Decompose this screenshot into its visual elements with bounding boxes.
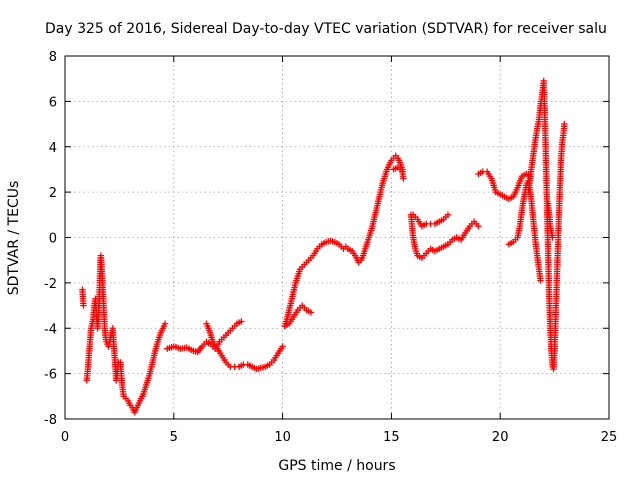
y-tick-label: 6 bbox=[49, 95, 57, 110]
x-tick-label: 10 bbox=[274, 430, 291, 445]
x-tick-label: 5 bbox=[170, 430, 178, 445]
data-point bbox=[444, 211, 452, 219]
data-point bbox=[561, 120, 568, 128]
x-tick-label: 15 bbox=[383, 430, 400, 445]
ticks-layer: 0 5 10 15 20 25 -8 -6 -4 -2 0 2 4 6 8 bbox=[44, 50, 617, 445]
data-point bbox=[475, 222, 482, 230]
x-tick-label: 20 bbox=[492, 430, 509, 445]
y-tick-label: 2 bbox=[49, 186, 57, 201]
x-tick-label: 25 bbox=[601, 430, 618, 445]
data-point bbox=[161, 320, 169, 327]
grid-layer bbox=[65, 56, 609, 419]
y-tick-label: -2 bbox=[44, 277, 57, 292]
y-tick-label: 4 bbox=[49, 141, 57, 156]
x-axis-label: GPS time / hours bbox=[278, 458, 395, 474]
data-point bbox=[307, 309, 315, 316]
data-point bbox=[80, 302, 87, 309]
y-tick-label: -8 bbox=[44, 413, 57, 428]
y-tick-label: -4 bbox=[44, 322, 57, 337]
data-point bbox=[537, 277, 544, 284]
y-tick-label: 0 bbox=[49, 232, 57, 247]
data-point bbox=[549, 234, 556, 241]
data-point bbox=[238, 318, 245, 325]
x-tick-label: 0 bbox=[61, 430, 69, 445]
data-point bbox=[400, 175, 407, 182]
chart-title: Day 325 of 2016, Sidereal Day-to-day VTE… bbox=[45, 21, 607, 37]
y-axis-label: SDTVAR / TECUs bbox=[6, 181, 22, 296]
y-tick-label: 8 bbox=[49, 50, 57, 65]
data-point bbox=[279, 343, 286, 350]
y-tick-label: -6 bbox=[44, 368, 57, 383]
data-point bbox=[399, 168, 406, 175]
data-points bbox=[79, 77, 568, 416]
